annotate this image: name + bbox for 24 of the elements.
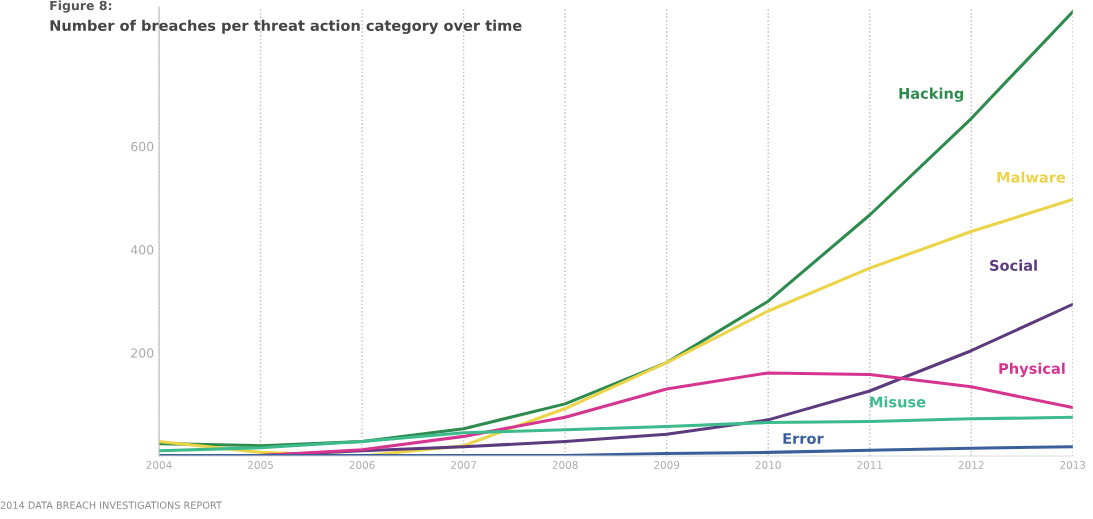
x-tick-label: 2010 — [755, 461, 781, 469]
line-series — [159, 415, 1073, 453]
x-tick-label: 2013 — [1060, 461, 1086, 469]
x-tick-label: 2011 — [857, 461, 883, 469]
text: Social — [990, 259, 1037, 271]
text: 2014 DATA BREACH INVESTIGATIONS REPORT — [0, 501, 222, 509]
x-tick-label: 2006 — [349, 461, 375, 469]
series-label: Physical — [999, 362, 1065, 377]
text: Number of breaches per threat action category over time — [50, 19, 522, 34]
y-tick-label: 200 — [131, 348, 154, 358]
series-label: Error — [783, 433, 824, 444]
chart-title: Figure 8: — [50, 0, 112, 13]
x-tick-label: 2004 — [146, 461, 172, 469]
line-series — [159, 445, 1073, 456]
x-tick-label: 2009 — [654, 461, 680, 469]
x-tick-label: 2008 — [552, 461, 578, 469]
series-label: Malware — [997, 171, 1066, 183]
y-tick-label: 600 — [131, 141, 154, 152]
x-tick-label: 2007 — [451, 461, 476, 469]
series-label: Hacking — [899, 87, 964, 102]
x-tick-label: 2005 — [248, 461, 273, 469]
series-label: Misuse — [870, 396, 926, 408]
y-tick-label: 400 — [130, 245, 154, 255]
x-tick-label: 2012 — [958, 461, 984, 469]
